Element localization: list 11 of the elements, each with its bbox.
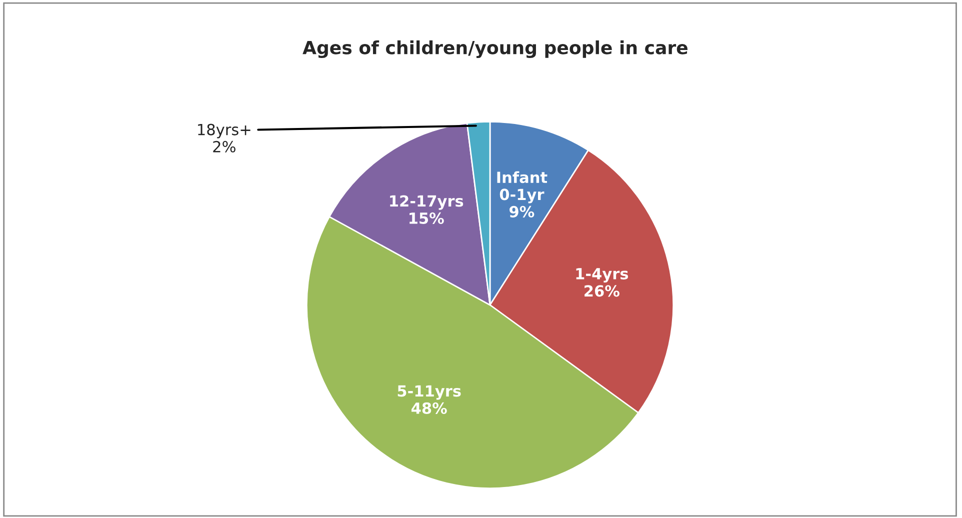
slice-label: Infant 0-1yr: [497, 171, 548, 204]
chart-title: Ages of children/young people in care: [302, 40, 688, 58]
data-label: 26%: [584, 285, 620, 297]
slice-label: 1-4yrs: [576, 268, 628, 283]
data-label: 48%: [411, 402, 447, 414]
slice-label: 5-11yrs: [398, 385, 461, 400]
data-label: 15%: [410, 212, 444, 224]
slice-label: 12-17yrs: [390, 195, 464, 210]
data-label: 2%: [213, 140, 236, 152]
slice-label: 18yrs+: [198, 124, 250, 138]
data-label: 9%: [510, 206, 534, 218]
